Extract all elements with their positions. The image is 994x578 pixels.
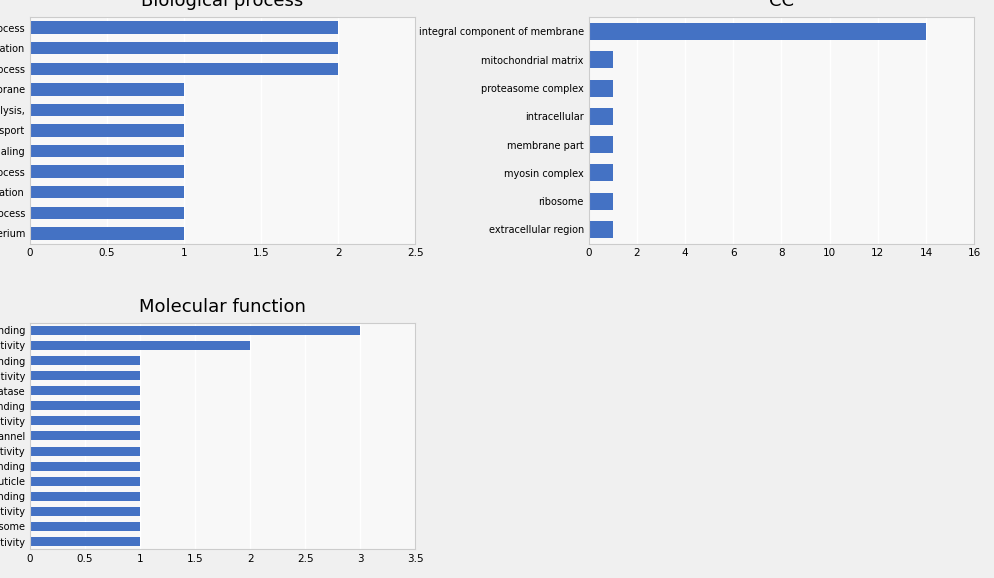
Title: CC: CC xyxy=(769,0,794,10)
Bar xyxy=(30,165,184,178)
Bar xyxy=(30,431,140,440)
Bar xyxy=(588,221,612,238)
Bar xyxy=(588,80,612,97)
Bar xyxy=(30,447,140,455)
Bar xyxy=(30,21,338,34)
Bar xyxy=(30,477,140,486)
Bar xyxy=(588,51,612,68)
Bar xyxy=(30,341,250,350)
Bar xyxy=(588,23,926,40)
Bar xyxy=(30,103,184,116)
Bar xyxy=(30,371,140,380)
Bar xyxy=(30,145,184,157)
Bar xyxy=(30,124,184,136)
Title: Biological process: Biological process xyxy=(141,0,303,10)
Title: Molecular function: Molecular function xyxy=(139,298,306,316)
Bar xyxy=(30,326,360,335)
Bar xyxy=(30,62,338,75)
Bar xyxy=(588,136,612,153)
Bar xyxy=(30,416,140,425)
Bar xyxy=(588,108,612,125)
Bar xyxy=(30,386,140,395)
Bar xyxy=(30,401,140,410)
Bar xyxy=(30,227,184,239)
Bar xyxy=(588,192,612,210)
Bar xyxy=(30,507,140,516)
Bar xyxy=(30,83,184,95)
Bar xyxy=(588,164,612,181)
Bar xyxy=(30,462,140,470)
Bar xyxy=(30,42,338,54)
Bar xyxy=(30,356,140,365)
Bar xyxy=(30,206,184,219)
Bar xyxy=(30,522,140,531)
Bar xyxy=(30,537,140,546)
Bar xyxy=(30,186,184,198)
Bar xyxy=(30,492,140,501)
